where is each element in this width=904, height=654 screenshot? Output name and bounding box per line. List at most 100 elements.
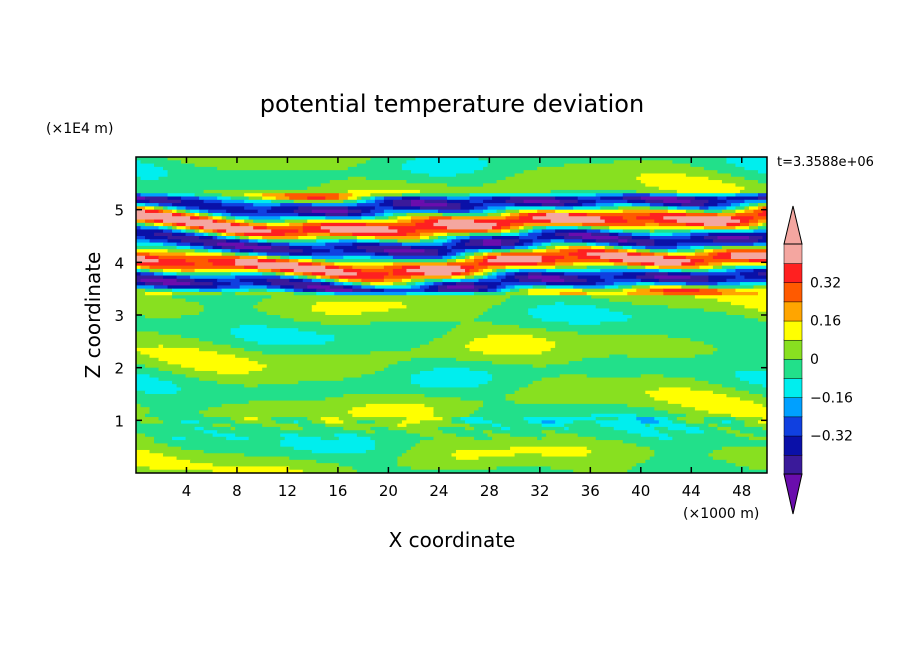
field-cell: [244, 265, 259, 270]
field-cell: [289, 259, 299, 263]
field-cell: [541, 318, 628, 323]
field-cell: [271, 295, 511, 300]
field-cell: [140, 351, 218, 356]
field-cell: [663, 291, 723, 296]
field-cell: [302, 222, 322, 227]
field-cell: [460, 272, 471, 277]
field-cell: [221, 291, 236, 296]
field-cell: [284, 272, 295, 277]
field-cell: [163, 209, 173, 214]
field-cell: [649, 203, 664, 207]
field-cell: [456, 259, 466, 263]
field-cell: [388, 272, 394, 277]
field-cell: [253, 249, 304, 254]
field-cell: [374, 199, 385, 204]
field-cell: [397, 361, 493, 365]
field-cell: [451, 272, 462, 277]
field-cell: [136, 426, 196, 431]
field-cell: [721, 265, 737, 270]
field-cell: [577, 433, 642, 438]
field-cell: [483, 166, 538, 171]
field-cell: [158, 259, 187, 263]
field-cell: [622, 245, 633, 250]
field-cell: [257, 255, 268, 260]
field-cell: [185, 436, 227, 441]
field-cell: [271, 199, 295, 204]
field-cell: [757, 196, 767, 201]
field-cell: [501, 212, 511, 217]
field-cell: [289, 196, 308, 201]
field-cell: [203, 413, 353, 418]
field-cell: [744, 315, 767, 319]
field-cell: [374, 446, 412, 451]
field-cell: [257, 259, 277, 263]
field-cell: [298, 236, 317, 240]
field-cell: [446, 252, 457, 257]
x-tick-label: 44: [682, 482, 701, 500]
field-cell: [451, 275, 466, 280]
colorbar-tick-label: −0.32: [810, 429, 853, 445]
field-cell: [199, 301, 259, 306]
field-cell: [163, 222, 173, 227]
field-cell: [541, 242, 552, 247]
field-cell: [199, 420, 236, 425]
field-cell: [532, 315, 633, 319]
field-cell: [748, 259, 767, 263]
field-cell: [190, 459, 317, 464]
field-cell: [203, 308, 259, 313]
field-cell: [176, 390, 516, 395]
field-cell: [753, 433, 767, 438]
field-cell: [374, 206, 394, 211]
field-cell: [672, 436, 750, 441]
field-cell: [487, 334, 534, 339]
field-cell: [145, 236, 169, 240]
field-cell: [541, 420, 556, 425]
field-cell: [410, 285, 421, 290]
field-cell: [401, 301, 502, 306]
field-cell: [221, 252, 236, 257]
field-cell: [483, 311, 529, 316]
field-cell: [235, 232, 245, 237]
field-cell: [338, 417, 408, 421]
field-cell: [663, 288, 700, 293]
field-cell: [595, 420, 642, 425]
field-cell: [311, 449, 367, 454]
field-cell: [667, 305, 746, 310]
field-cell: [537, 436, 543, 441]
field-cell: [343, 426, 371, 431]
field-cell: [257, 417, 272, 421]
field-cell: [469, 236, 493, 240]
field-cell: [437, 426, 466, 431]
field-cell: [415, 443, 637, 448]
field-cell: [145, 364, 182, 369]
field-cell: [338, 265, 353, 270]
field-cell: [235, 259, 259, 263]
field-cell: [410, 203, 448, 207]
field-cell: [248, 357, 412, 362]
field-cell: [293, 209, 313, 214]
field-cell: [136, 278, 142, 283]
field-cell: [230, 417, 245, 421]
field-cell: [469, 272, 475, 277]
field-cell: [149, 239, 169, 244]
field-cell: [564, 203, 583, 207]
field-cell: [730, 173, 767, 178]
field-cell: [618, 236, 633, 240]
field-cell: [136, 466, 151, 471]
field-cell: [487, 272, 493, 277]
field-cell: [519, 324, 767, 329]
field-cell: [690, 236, 705, 240]
field-cell: [235, 216, 250, 221]
field-cell: [172, 226, 178, 231]
field-cell: [442, 242, 457, 247]
field-cell: [419, 265, 462, 270]
field-cell: [136, 222, 146, 227]
field-cell: [320, 282, 331, 286]
field-cell: [325, 216, 362, 221]
field-cell: [280, 275, 295, 280]
y-tick-label: 2: [114, 360, 124, 378]
field-cell: [748, 390, 767, 395]
field-cell: [694, 407, 767, 412]
field-cell: [365, 403, 426, 408]
field-cell: [190, 245, 205, 250]
